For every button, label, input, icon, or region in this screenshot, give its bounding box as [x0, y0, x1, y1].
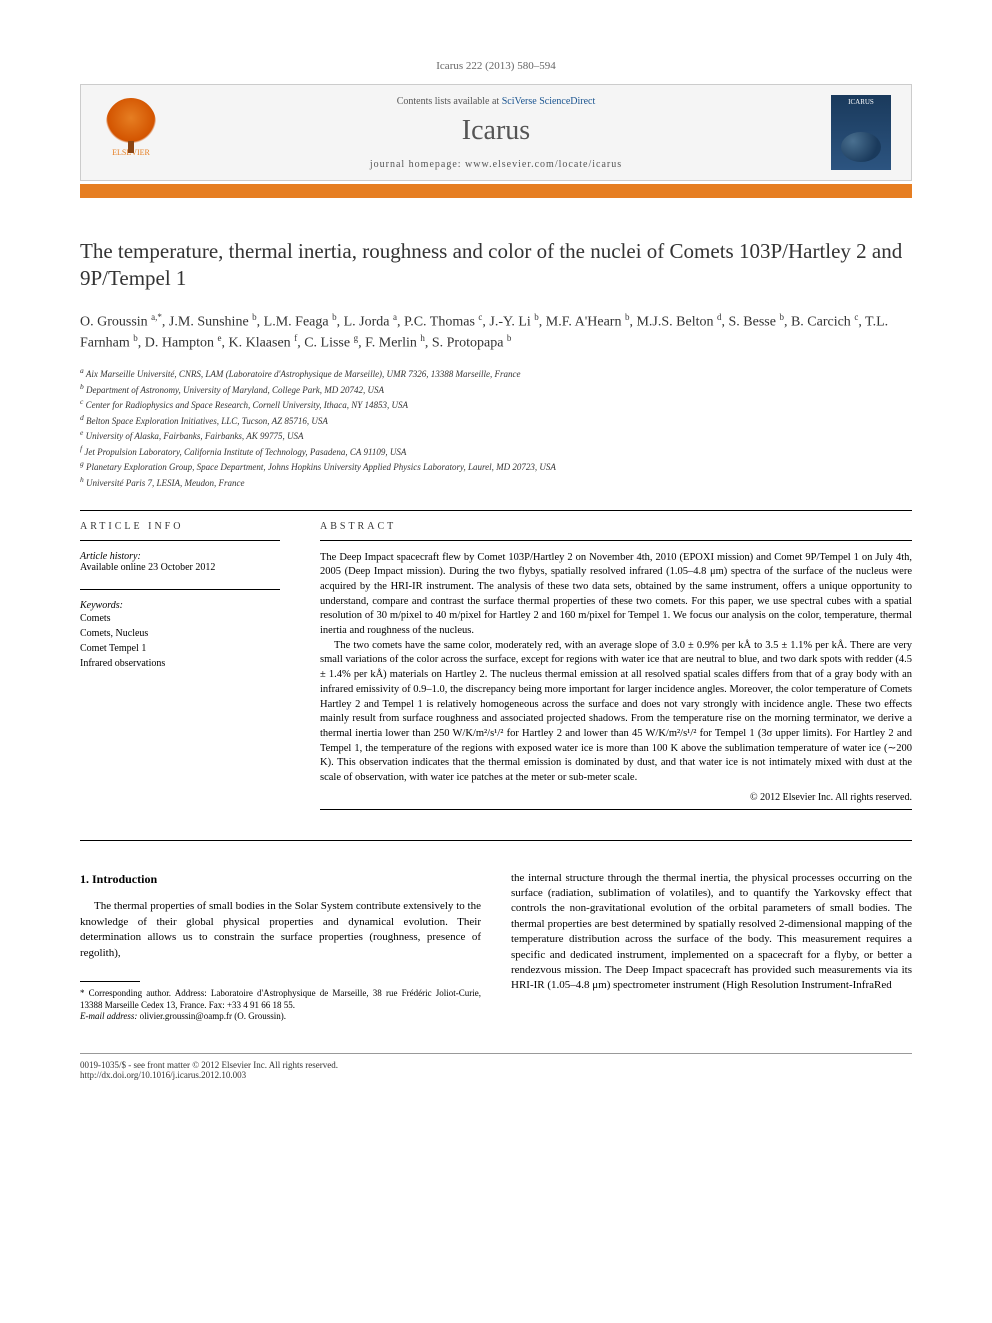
- journal-cover-thumbnail: ICARUS: [831, 95, 891, 170]
- affiliation-item: e University of Alaska, Fairbanks, Fairb…: [80, 428, 912, 443]
- journal-homepage: journal homepage: www.elsevier.com/locat…: [161, 159, 831, 170]
- article-info-column: ARTICLE INFO Article history: Available …: [80, 521, 280, 820]
- page-footer: 0019-1035/$ - see front matter © 2012 El…: [80, 1053, 912, 1080]
- cover-label: ICARUS: [848, 98, 874, 106]
- corresponding-footnote: * Corresponding author. Address: Laborat…: [80, 988, 481, 1023]
- affiliation-item: g Planetary Exploration Group, Space Dep…: [80, 459, 912, 474]
- contents-list-line: Contents lists available at SciVerse Sci…: [161, 96, 831, 107]
- elsevier-tree-icon: [106, 98, 156, 148]
- abstract-column: ABSTRACT The Deep Impact spacecraft flew…: [320, 521, 912, 820]
- elsevier-logo: ELSEVIER: [101, 98, 161, 168]
- affiliation-item: h Université Paris 7, LESIA, Meudon, Fra…: [80, 475, 912, 490]
- article-info-heading: ARTICLE INFO: [80, 521, 280, 532]
- footer-issn: 0019-1035/$ - see front matter © 2012 El…: [80, 1060, 912, 1070]
- affiliation-item: c Center for Radiophysics and Space Rese…: [80, 397, 912, 412]
- keywords-label: Keywords:: [80, 600, 280, 611]
- keyword-item: Comets, Nucleus: [80, 626, 280, 641]
- body-column-right: the internal structure through the therm…: [511, 871, 912, 1023]
- article-history: Article history: Available online 23 Oct…: [80, 551, 280, 573]
- sciencedirect-link[interactable]: SciVerse ScienceDirect: [502, 96, 596, 107]
- info-abstract-row: ARTICLE INFO Article history: Available …: [80, 521, 912, 820]
- contents-prefix: Contents lists available at: [397, 96, 502, 107]
- body-col2-p1: the internal structure through the therm…: [511, 871, 912, 994]
- section-1-heading: 1. Introduction: [80, 871, 481, 888]
- keyword-item: Comet Tempel 1: [80, 641, 280, 656]
- rule-top: [80, 510, 912, 511]
- corresponding-text: * Corresponding author. Address: Laborat…: [80, 988, 481, 1011]
- footnote-email-line: E-mail address: olivier.groussin@oamp.fr…: [80, 1011, 481, 1023]
- homepage-url[interactable]: www.elsevier.com/locate/icarus: [465, 159, 622, 170]
- abstract-p2: The two comets have the same color, mode…: [320, 639, 912, 786]
- header-center: Contents lists available at SciVerse Sci…: [161, 96, 831, 170]
- footer-doi[interactable]: http://dx.doi.org/10.1016/j.icarus.2012.…: [80, 1070, 912, 1080]
- history-label: Article history:: [80, 551, 280, 562]
- keywords-list: CometsComets, NucleusComet Tempel 1Infra…: [80, 611, 280, 671]
- body-col1-p1: The thermal properties of small bodies i…: [80, 899, 481, 961]
- footnote-separator: [80, 981, 140, 982]
- history-value: Available online 23 October 2012: [80, 562, 280, 573]
- affiliation-item: f Jet Propulsion Laboratory, California …: [80, 444, 912, 459]
- citation-header: Icarus 222 (2013) 580–594: [80, 60, 912, 72]
- email-address[interactable]: olivier.groussin@oamp.fr: [140, 1011, 232, 1021]
- abstract-p1: The Deep Impact spacecraft flew by Comet…: [320, 551, 912, 639]
- info-rule-2: [80, 589, 280, 590]
- affiliation-item: a Aix Marseille Université, CNRS, LAM (L…: [80, 366, 912, 381]
- abstract-copyright: © 2012 Elsevier Inc. All rights reserved…: [320, 792, 912, 803]
- body-column-left: 1. Introduction The thermal properties o…: [80, 871, 481, 1023]
- email-attribution: (O. Groussin).: [234, 1011, 286, 1021]
- affiliation-item: d Belton Space Exploration Initiatives, …: [80, 413, 912, 428]
- rule-body-top: [80, 840, 912, 841]
- body-columns: 1. Introduction The thermal properties o…: [80, 871, 912, 1023]
- journal-header-box: ELSEVIER Contents lists available at Sci…: [80, 84, 912, 181]
- email-label: E-mail address:: [80, 1011, 137, 1021]
- abstract-text: The Deep Impact spacecraft flew by Comet…: [320, 551, 912, 786]
- accent-bar: [80, 184, 912, 198]
- homepage-label: journal homepage:: [370, 159, 465, 170]
- abstract-rule: [320, 540, 912, 541]
- abstract-rule-bottom: [320, 809, 912, 810]
- keywords-block: Keywords: CometsComets, NucleusComet Tem…: [80, 600, 280, 671]
- keyword-item: Comets: [80, 611, 280, 626]
- article-title: The temperature, thermal inertia, roughn…: [80, 238, 912, 293]
- abstract-heading: ABSTRACT: [320, 521, 912, 532]
- journal-title: Icarus: [161, 115, 831, 147]
- author-list: O. Groussin a,*, J.M. Sunshine b, L.M. F…: [80, 311, 912, 354]
- page-container: Icarus 222 (2013) 580–594 ELSEVIER Conte…: [0, 0, 992, 1120]
- keyword-item: Infrared observations: [80, 656, 280, 671]
- info-rule-1: [80, 540, 280, 541]
- affiliations-list: a Aix Marseille Université, CNRS, LAM (L…: [80, 366, 912, 490]
- affiliation-item: b Department of Astronomy, University of…: [80, 382, 912, 397]
